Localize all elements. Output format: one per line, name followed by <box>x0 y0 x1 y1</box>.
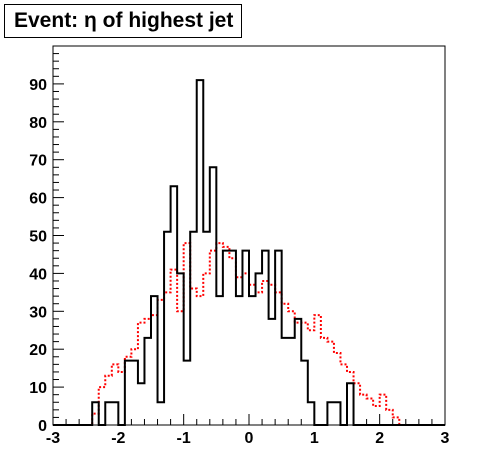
y-tick-label: 20 <box>29 342 47 359</box>
x-tick-label: 3 <box>441 430 450 447</box>
x-tick-label: -2 <box>111 430 125 447</box>
x-tick-label: 0 <box>245 430 254 447</box>
x-tick-label: 2 <box>375 430 384 447</box>
y-tick-label: 10 <box>29 380 47 397</box>
chart-title: Event: η of highest jet <box>4 4 242 38</box>
y-tick-label: 90 <box>29 77 47 94</box>
y-tick-label: 40 <box>29 266 47 283</box>
y-tick-label: 70 <box>29 153 47 170</box>
y-tick-label: 60 <box>29 191 47 208</box>
dotted-red-histogram <box>53 242 445 426</box>
y-tick-label: 50 <box>29 229 47 246</box>
y-tick-label: 0 <box>38 418 47 435</box>
x-tick-label: -1 <box>177 430 191 447</box>
y-tick-label: 30 <box>29 304 47 321</box>
x-tick-label: -3 <box>46 430 60 447</box>
plot-frame <box>52 45 446 426</box>
solid-black-histogram <box>53 79 445 426</box>
y-tick-label: 80 <box>29 115 47 132</box>
x-tick-label: 1 <box>310 430 319 447</box>
